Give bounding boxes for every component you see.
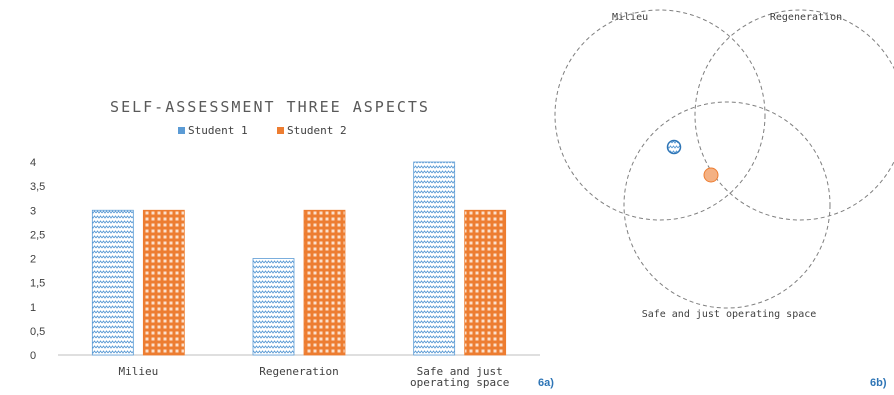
x-tick-label: operating space <box>410 376 509 389</box>
bar-student-1-2 <box>413 161 456 356</box>
legend-label: Student 2 <box>287 124 347 137</box>
chart-title: SELF-ASSESSMENT THREE ASPECTS <box>110 98 430 116</box>
y-tick-label: 2,5 <box>30 229 45 241</box>
y-axis: 0 0,5 1 1,5 2 2,5 3 3,5 4 <box>30 157 45 362</box>
x-tick-label: Safe and just <box>417 365 503 378</box>
bar-student-2-1 <box>303 209 346 356</box>
x-axis-labels: Milieu Regeneration Safe and justoperating… <box>118 365 509 389</box>
x-tick-label: Milieu <box>118 365 158 378</box>
y-tick-label: 3 <box>30 205 36 217</box>
bars <box>91 161 507 356</box>
y-tick-label: 0 <box>30 350 36 362</box>
legend-label: Student 1 <box>188 124 248 137</box>
legend-swatch <box>178 127 185 134</box>
bar-student-2-0 <box>142 209 185 356</box>
x-tick-label: Regeneration <box>259 365 338 378</box>
y-tick-label: 0,5 <box>30 326 45 338</box>
panel-label-6a: 6a) <box>538 377 554 389</box>
legend-swatch <box>277 127 284 134</box>
bar-student-1-1 <box>252 258 295 356</box>
y-tick-label: 1,5 <box>30 278 45 290</box>
y-tick-label: 4 <box>30 157 36 169</box>
y-tick-label: 3,5 <box>30 181 45 193</box>
y-tick-label: 2 <box>30 254 36 266</box>
chart-legend: Student 1 Student 2 <box>178 124 347 137</box>
bar-student-2-2 <box>464 209 507 356</box>
bar-student-1-0 <box>91 209 134 356</box>
y-tick-label: 1 <box>30 302 36 314</box>
